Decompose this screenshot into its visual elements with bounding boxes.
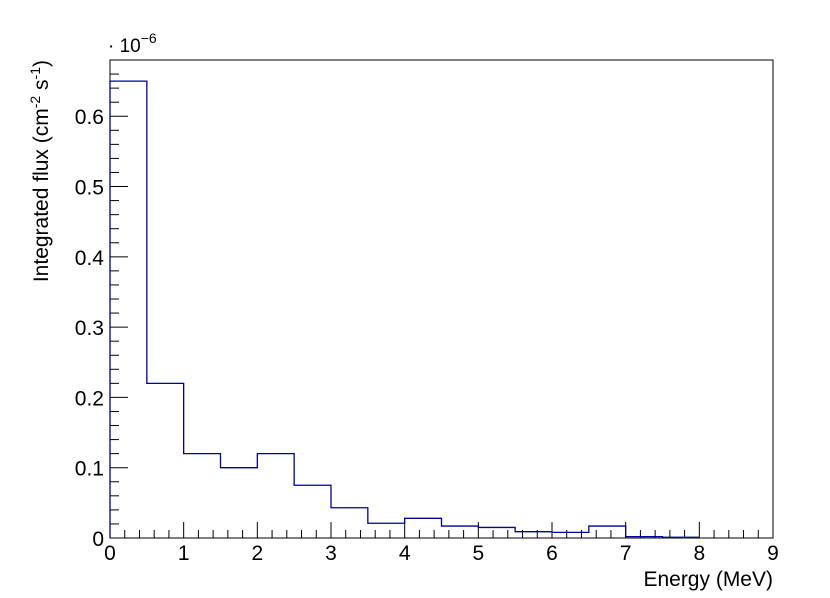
x-tick-label: 7	[620, 542, 632, 565]
y-tick-label: 0.1	[75, 458, 104, 481]
y-tick-label: 0.4	[75, 247, 105, 270]
x-tick-label: 8	[693, 542, 705, 565]
x-tick-label: 0	[104, 542, 116, 565]
plot-frame	[109, 59, 774, 539]
histogram-line	[109, 80, 700, 538]
y-axis-title: Integrated flux (cm-2 s-1)	[27, 60, 53, 282]
y-axis-multiplier: · 10−6	[108, 30, 157, 57]
x-tick-label: 2	[251, 542, 263, 565]
x-tick-label: 5	[472, 542, 484, 565]
y-tick-label: 0.2	[75, 387, 104, 410]
y-tick-label: 0.5	[75, 177, 104, 200]
y-tick-label: 0	[92, 528, 104, 551]
x-axis-title: Energy (MeV)	[643, 568, 773, 591]
y-tick-label: 0.3	[75, 317, 104, 340]
x-tick-label: 4	[399, 542, 411, 565]
axis-ticks	[109, 59, 774, 539]
x-tick-label: 9	[767, 542, 779, 565]
y-tick-label: 0.6	[75, 106, 104, 129]
x-tick-label: 1	[178, 542, 190, 565]
x-tick-label: 3	[325, 542, 337, 565]
x-tick-labels: 0 1 2 3 4 5 6 7 8 9	[104, 542, 779, 565]
y-tick-labels: 0 0.1 0.2 0.3 0.4 0.5 0.6	[75, 106, 105, 551]
x-tick-label: 6	[546, 542, 558, 565]
